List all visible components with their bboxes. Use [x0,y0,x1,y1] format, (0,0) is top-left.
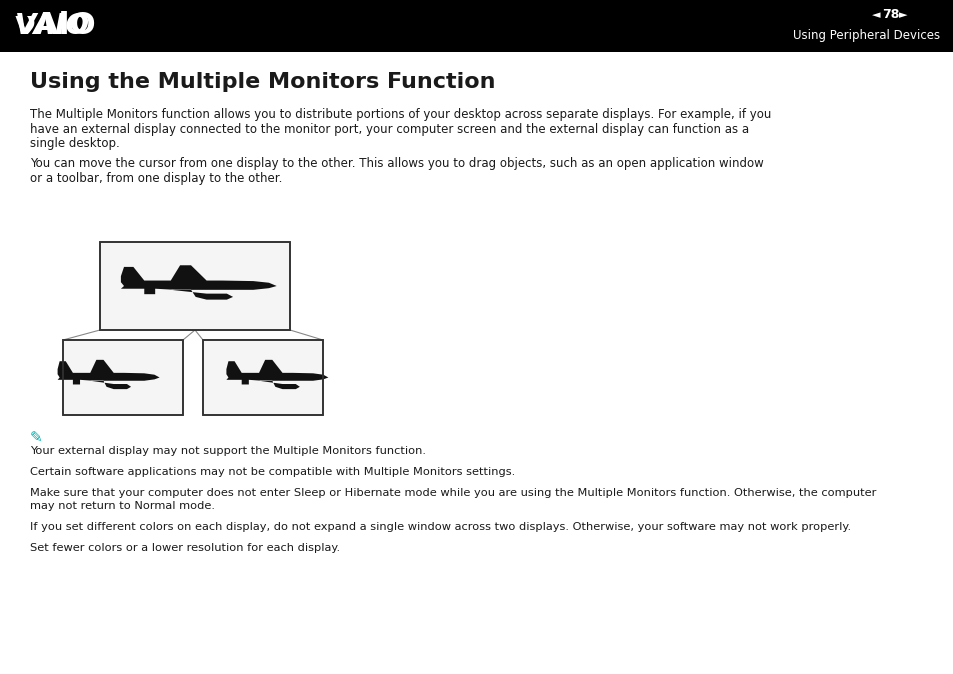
Text: VAIO: VAIO [15,12,90,40]
Text: or a toolbar, from one display to the other.: or a toolbar, from one display to the ot… [30,172,282,185]
Bar [203,340,323,415]
Text: If you set different colors on each display, do not expand a single window acros: If you set different colors on each disp… [30,522,850,532]
Bar [100,242,290,330]
Text: νАΙO: νАΙO [15,11,96,40]
Text: You can move the cursor from one display to the other. This allows you to drag o: You can move the cursor from one display… [30,158,763,171]
Text: may not return to Normal mode.: may not return to Normal mode. [30,501,214,511]
Text: have an external display connected to the monitor port, your computer screen and: have an external display connected to th… [30,123,748,135]
Text: ►: ► [898,10,906,20]
Text: Set fewer colors or a lower resolution for each display.: Set fewer colors or a lower resolution f… [30,543,340,553]
Bar [100,242,290,330]
Text: Using Peripheral Devices: Using Peripheral Devices [792,30,939,42]
Bar [63,340,183,415]
Text: Your external display may not support the Multiple Monitors function.: Your external display may not support th… [30,446,426,456]
Text: 78: 78 [882,9,899,22]
Bar [63,340,183,415]
Text: ✎: ✎ [30,430,43,445]
Text: Make sure that your computer does not enter Sleep or Hibernate mode while you ar: Make sure that your computer does not en… [30,488,876,498]
Text: single desktop.: single desktop. [30,137,120,150]
Polygon shape [57,360,159,389]
Text: Certain software applications may not be compatible with Multiple Monitors setti: Certain software applications may not be… [30,467,515,477]
Polygon shape [121,266,276,300]
Bar [63,340,183,415]
Bar [203,340,323,415]
Text: The Multiple Monitors function allows you to distribute portions of your desktop: The Multiple Monitors function allows yo… [30,108,771,121]
Polygon shape [226,360,328,389]
Text: ◄: ◄ [871,10,880,20]
Text: Using the Multiple Monitors Function: Using the Multiple Monitors Function [30,72,495,92]
Bar [0,0,953,52]
